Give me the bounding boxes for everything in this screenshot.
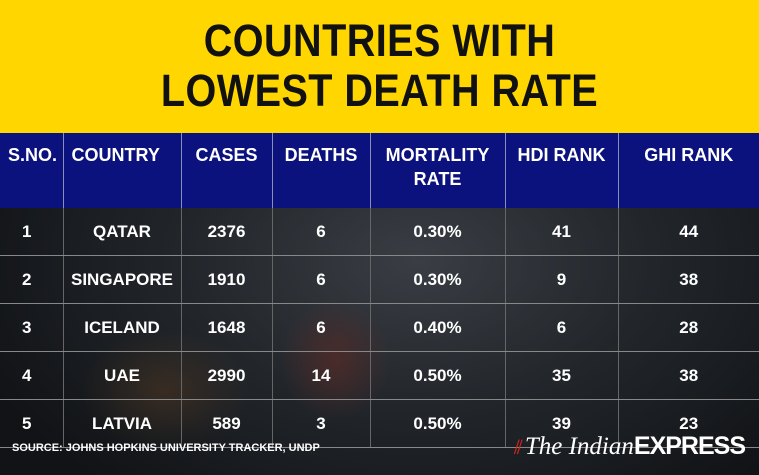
table-cell: ICELAND [62, 303, 181, 352]
column-header: HDI RANK [504, 133, 618, 208]
data-table: S.NO. COUNTRY CASES DEATHS MORTALITY RATE HDI… [0, 133, 759, 448]
table-cell: QATAR [62, 208, 181, 256]
table-cell: UAE [62, 351, 181, 400]
table-cell: 5 [0, 399, 63, 448]
column-header: COUNTRY [62, 133, 181, 208]
table-cell: 1 [0, 208, 63, 256]
table-cell: 0.50% [369, 351, 505, 400]
column-header: S.NO. [0, 133, 63, 208]
table-cell: 41 [504, 208, 618, 256]
table-cell: 4 [0, 351, 63, 400]
table-cell: 6 [271, 303, 370, 352]
table-cell: 2376 [180, 208, 272, 256]
table-row: 3 ICELAND 1648 6 0.40% 6 28 [0, 303, 759, 352]
table-cell: SINGAPORE [62, 255, 181, 304]
logo-text: The Indian [524, 433, 634, 460]
column-header: MORTALITY RATE [369, 133, 505, 208]
table-cell: 6 [271, 255, 370, 304]
table-cell: 38 [617, 351, 759, 400]
table-cell: 6 [271, 208, 370, 256]
table-cell: 3 [271, 399, 370, 448]
table-cell: 2990 [180, 351, 272, 400]
column-header: GHI RANK [617, 133, 759, 208]
table-cell: 44 [617, 208, 759, 256]
table-cell: 2 [0, 255, 63, 304]
table-cell: 9 [504, 255, 618, 304]
column-header: DEATHS [271, 133, 370, 208]
title-line-2: LOWEST DEATH RATE [160, 65, 599, 116]
table-cell: 589 [180, 399, 272, 448]
table-cell: 23 [617, 399, 759, 448]
table-cell: 28 [617, 303, 759, 352]
table-cell: LATVIA [62, 399, 181, 448]
logo-text-bold: EXPRESS [633, 432, 746, 460]
publisher-logo: ⫽The IndianEXPRESS [513, 432, 746, 461]
table-cell: 0.30% [369, 208, 505, 256]
logo-mark-icon: ⫽ [513, 437, 523, 459]
source-note: SOURCE: JOHNS HOPKINS UNIVERSITY TRACKER… [12, 442, 320, 454]
table-cell: 0.40% [369, 303, 505, 352]
table-cell: 0.30% [369, 255, 505, 304]
table-cell: 0.50% [369, 399, 505, 448]
table-cell: 6 [504, 303, 618, 352]
title-line-1: COUNTRIES WITH [203, 15, 556, 66]
table-row: 4 UAE 2990 14 0.50% 35 38 [0, 351, 759, 400]
column-header: CASES [180, 133, 272, 208]
table-cell: 39 [504, 399, 618, 448]
table-cell: 3 [0, 303, 63, 352]
table-cell: 1648 [180, 303, 272, 352]
table-row: 1 QATAR 2376 6 0.30% 41 44 [0, 208, 759, 256]
table-cell: 1910 [180, 255, 272, 304]
page-title: COUNTRIES WITH LOWEST DEATH RATE [0, 0, 759, 133]
table-row: 2 SINGAPORE 1910 6 0.30% 9 38 [0, 255, 759, 304]
table-row: 5 LATVIA 589 3 0.50% 39 23 [0, 399, 759, 448]
table-cell: 14 [271, 351, 370, 400]
table-cell: 35 [504, 351, 618, 400]
table-cell: 38 [617, 255, 759, 304]
